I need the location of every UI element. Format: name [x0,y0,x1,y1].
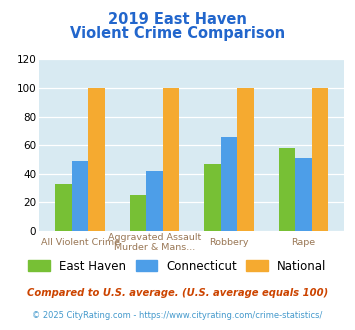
Text: Compared to U.S. average. (U.S. average equals 100): Compared to U.S. average. (U.S. average … [27,288,328,298]
Text: © 2025 CityRating.com - https://www.cityrating.com/crime-statistics/: © 2025 CityRating.com - https://www.city… [32,311,323,320]
Text: Aggravated Assault: Aggravated Assault [108,233,201,242]
Bar [88,88,105,231]
Legend: East Haven, Connecticut, National: East Haven, Connecticut, National [24,255,331,278]
Text: Violent Crime Comparison: Violent Crime Comparison [70,26,285,41]
Text: 2019 East Haven: 2019 East Haven [108,12,247,26]
Bar [55,184,72,231]
Text: Rape: Rape [291,238,316,247]
Text: Robbery: Robbery [209,238,249,247]
Bar [295,158,312,231]
Bar [130,195,146,231]
Bar [163,88,179,231]
Bar [72,161,88,231]
Bar [237,88,253,231]
Text: All Violent Crime: All Violent Crime [40,238,120,247]
Bar [312,88,328,231]
Text: Murder & Mans...: Murder & Mans... [114,243,195,251]
Bar [279,148,295,231]
Bar [146,171,163,231]
Bar [221,137,237,231]
Bar [204,164,221,231]
